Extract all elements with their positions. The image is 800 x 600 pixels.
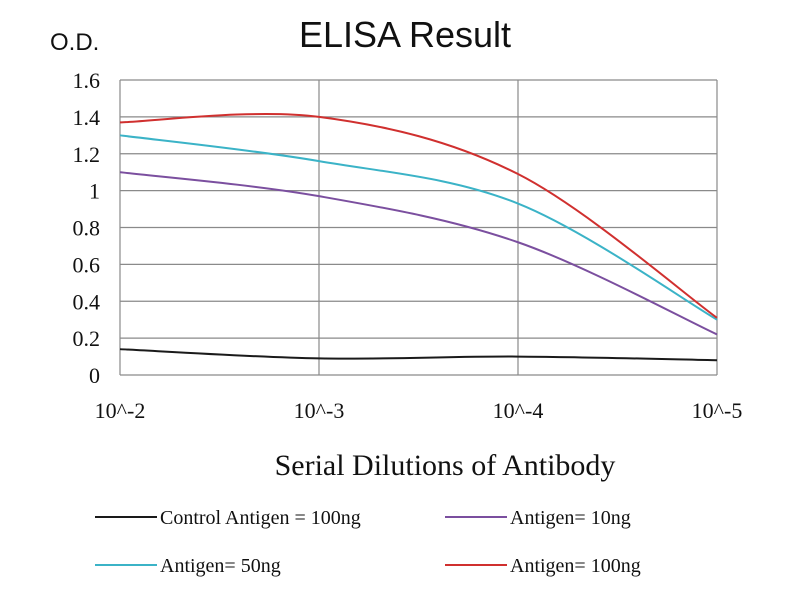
x-tick-label: 10^-5 [692, 398, 743, 423]
legend-label: Antigen= 100ng [510, 555, 641, 577]
y-axis-label: O.D. [50, 29, 99, 56]
series-line [119, 112, 718, 319]
y-tick-label: 0.6 [73, 252, 101, 277]
series-line [119, 171, 718, 336]
y-tick-label: 0 [89, 363, 100, 388]
y-tick-label: 0.2 [73, 326, 101, 351]
x-axis-label: Serial Dilutions of Antibody [275, 449, 616, 482]
y-tick-label: 1.4 [73, 105, 101, 130]
x-tick-label: 10^-3 [294, 398, 345, 423]
y-tick-label: 1.6 [73, 68, 101, 93]
y-tick-label: 0.4 [73, 289, 101, 314]
y-tick-label: 0.8 [73, 216, 101, 241]
series-line [119, 134, 718, 321]
y-tick-label: 1 [89, 179, 100, 204]
legend-label: Control Antigen = 100ng [160, 507, 361, 529]
x-tick-label: 10^-2 [95, 398, 146, 423]
series-line [119, 348, 718, 362]
legend-label: Antigen= 10ng [510, 507, 631, 529]
chart-title: ELISA Result [299, 14, 511, 55]
y-tick-label: 1.2 [73, 142, 101, 167]
x-tick-label: 10^-4 [493, 398, 544, 423]
legend-label: Antigen= 50ng [160, 555, 281, 577]
